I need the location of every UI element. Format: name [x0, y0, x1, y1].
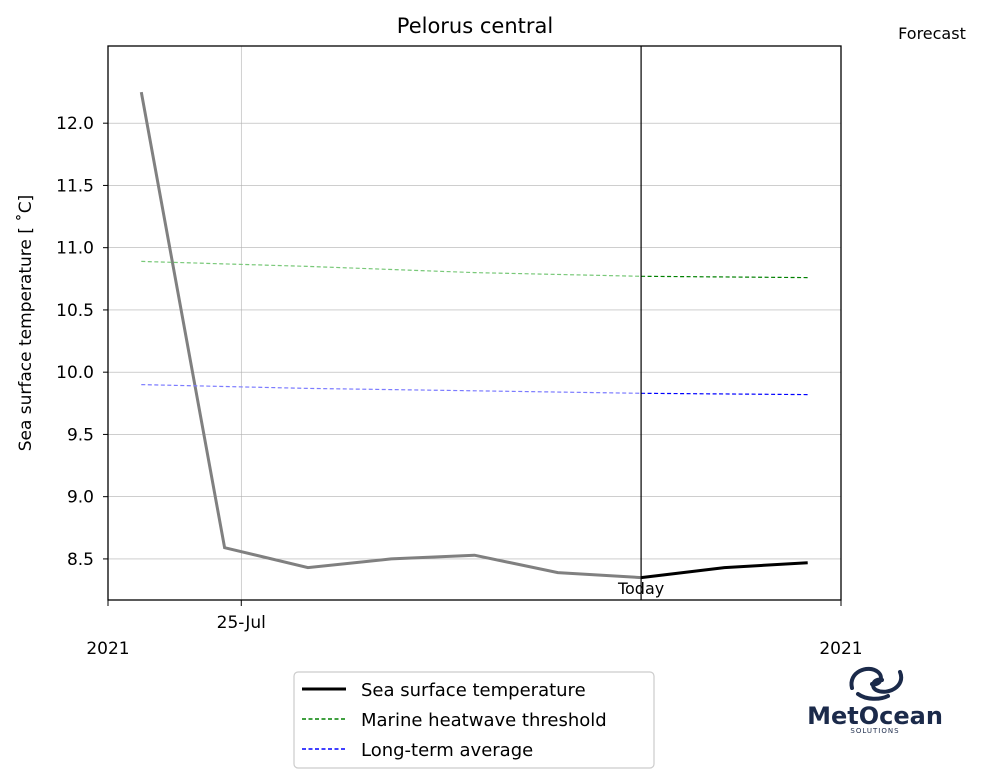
- wave-swirl-icon: [849, 666, 904, 701]
- y-tick-label: 11.0: [56, 239, 94, 259]
- series-line-hindcast: [141, 384, 642, 394]
- x-year-label-start: 2021: [86, 639, 129, 659]
- logo-tagline: SOLUTIONS: [850, 727, 899, 735]
- chart-title: Pelorus central: [397, 14, 553, 38]
- grid-lines: [108, 46, 841, 600]
- y-tick-label: 8.5: [67, 550, 94, 570]
- y-tick-label: 10.0: [56, 363, 94, 383]
- legend-label-sst: Sea surface temperature: [361, 680, 586, 701]
- series-line-hindcast: [141, 260, 642, 277]
- x-year-label-end: 2021: [819, 639, 862, 659]
- y-tick-label: 10.5: [56, 301, 94, 321]
- legend-label-average: Long-term average: [361, 740, 533, 761]
- legend-box: [293, 671, 655, 769]
- y-axis-ticks: 8.5 9.0 9.5 10.0 10.5 11.0 11.5 12.0: [56, 114, 108, 570]
- y-tick-label: 9.0: [67, 488, 94, 508]
- y-tick-label: 12.0: [56, 114, 94, 134]
- y-tick-label: 9.5: [67, 425, 94, 445]
- metocean-logo: MetOcean SOLUTIONS: [807, 666, 943, 735]
- y-axis-label: Sea surface temperature [ ˚C]: [15, 195, 36, 452]
- today-label: Today: [617, 579, 664, 598]
- forecast-label: Forecast: [898, 24, 966, 43]
- plot-series: [139, 91, 808, 580]
- x-tick-label: 25-Jul: [217, 613, 266, 633]
- y-tick-label: 11.5: [56, 176, 94, 196]
- series-line-forecast: [640, 561, 808, 580]
- plot-frame: [107, 45, 842, 601]
- logo-wordmark: MetOcean: [807, 702, 943, 730]
- series-line-forecast: [641, 275, 808, 279]
- x-axis-ticks: 25-Jul: [107, 600, 842, 633]
- legend: Sea surface temperature Marine heatwave …: [293, 671, 655, 769]
- series-line-forecast: [641, 392, 808, 396]
- series-line-hindcast: [139, 91, 642, 580]
- legend-label-threshold: Marine heatwave threshold: [361, 710, 607, 731]
